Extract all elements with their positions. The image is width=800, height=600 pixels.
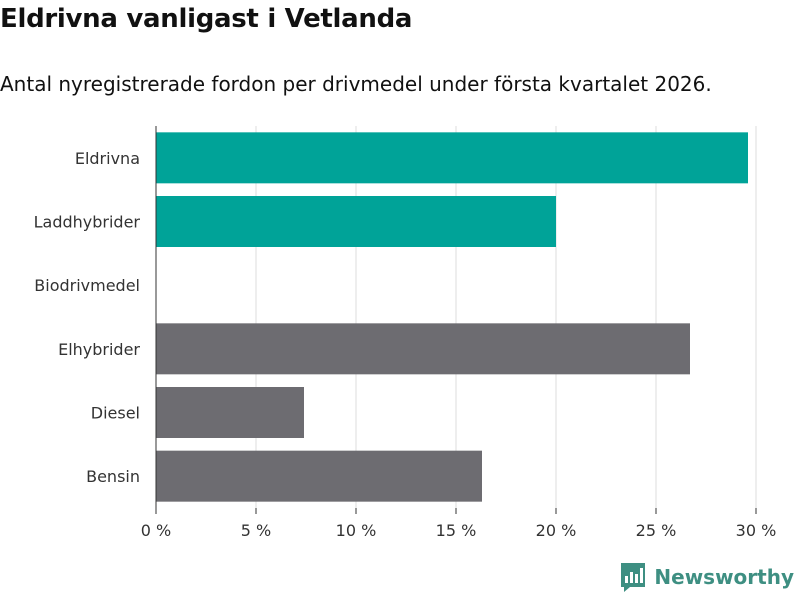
x-tick-label: 10 % [336,521,377,540]
bar-diesel [156,387,304,438]
brand-name: Newsworthy [654,565,794,589]
category-label: Elhybrider [58,340,140,359]
category-label: Biodrivmedel [34,276,140,295]
category-label: Diesel [91,404,140,423]
x-tick-label: 25 % [636,521,677,540]
chart-title: Eldrivna vanligast i Vetlanda [0,4,413,34]
category-label: Laddhybrider [34,213,141,232]
bar-eldrivna [156,132,748,184]
bar-bensin [156,450,482,502]
x-axis: 0 % 5 % 10 % 15 % 20 % 25 % 30 % [141,126,777,540]
category-label: Eldrivna [75,149,140,168]
bar-laddhybrider [156,196,556,247]
chart-subtitle: Antal nyregistrerade fordon per drivmede… [0,72,712,96]
x-tick-label: 15 % [436,521,477,540]
x-tick-label: 30 % [736,521,777,540]
grid-lines [255,126,757,508]
x-tick-label: 0 % [141,521,171,540]
newsworthy-logo-icon [621,563,646,592]
x-tick-label: 20 % [536,521,577,540]
x-tick-label: 5 % [241,521,271,540]
bar-elhybrider [156,323,690,375]
bars [156,132,748,502]
category-label: Bensin [86,467,140,486]
category-labels: Eldrivna Laddhybrider Biodrivmedel Elhybrid… [34,149,141,486]
brand-logo: Newsworthy [620,562,794,592]
